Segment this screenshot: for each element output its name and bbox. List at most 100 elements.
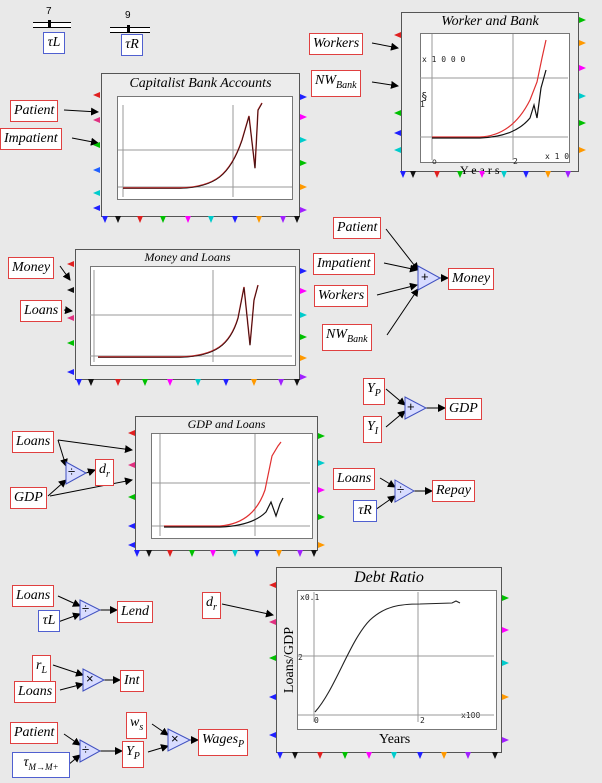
var-loans[interactable]: Loans <box>333 468 376 490</box>
var-yp-text: Y <box>126 744 134 759</box>
var-ws-sub: s <box>139 721 144 733</box>
var-wages-sub: P <box>238 738 245 750</box>
var-patient[interactable]: Patient <box>333 217 382 239</box>
var-impatient[interactable]: Impatient <box>0 128 62 150</box>
tick-label: 2 <box>513 157 518 166</box>
var-wages-text: Wages <box>202 732 239 747</box>
var-repay-output[interactable]: Repay <box>432 480 475 502</box>
plot-area <box>90 266 296 366</box>
capitalist-bank-plot[interactable]: Capitalist Bank Accounts <box>101 73 300 217</box>
param-tau-mm-text: τ <box>23 755 29 770</box>
param-tau-l[interactable]: τL <box>38 610 60 632</box>
var-dr-sub: r <box>106 468 110 480</box>
tau-l-param[interactable]: τL <box>43 32 65 54</box>
worker-bank-plot[interactable]: Worker and Bank <box>401 12 579 172</box>
y-multiplier: x0.1 <box>300 593 320 602</box>
var-patient[interactable]: Patient <box>10 100 59 122</box>
y-tick: 2 <box>298 653 303 662</box>
tau-r-param[interactable]: τR <box>121 34 143 56</box>
var-rl-sub: L <box>41 664 48 676</box>
var-yp-sub: P <box>374 387 381 399</box>
var-yp-text: Y <box>367 381 375 396</box>
var-yi-sub: I <box>374 425 379 437</box>
tick-label: x 1 0 <box>545 152 570 161</box>
plot-title: Capitalist Bank Accounts <box>129 76 272 91</box>
var-gdp[interactable]: GDP <box>10 487 47 509</box>
x-tick-two: 2 <box>420 716 425 725</box>
var-nw-bank[interactable]: NWBank <box>322 324 372 351</box>
plot-area <box>420 33 570 163</box>
tau-r-slider-value: 9 <box>125 10 131 21</box>
divide-operator[interactable]: ÷ <box>82 601 90 616</box>
tau-l-slider[interactable] <box>33 22 71 28</box>
tau-r-slider[interactable] <box>110 27 150 33</box>
tick-label: § <box>421 90 428 103</box>
plot-title: Debt Ratio <box>354 569 424 586</box>
tau-l-slider-thumb[interactable] <box>48 20 51 28</box>
tick-label: o <box>432 157 437 166</box>
param-tau-mm-sub: M→M+ <box>28 761 59 772</box>
var-dr-sub: r <box>213 601 217 613</box>
var-patient[interactable]: Patient <box>10 722 59 744</box>
var-dr-text: d <box>206 595 213 610</box>
var-int-output[interactable]: Int <box>120 670 144 692</box>
plot-title: Money and Loans <box>144 250 231 264</box>
tick-label: x 1 0 0 0 <box>422 55 466 64</box>
var-gdp-output[interactable]: GDP <box>445 398 482 420</box>
tick-label: 1 <box>420 100 425 109</box>
var-loans[interactable]: Loans <box>14 681 57 703</box>
var-nw-bank-text: NW <box>315 73 336 88</box>
plot-area <box>117 96 293 200</box>
multiply-operator[interactable]: × <box>171 731 179 746</box>
plot-title: Worker and Bank <box>441 14 539 29</box>
var-nw-bank-sub: Bank <box>336 79 357 91</box>
x-tick-zero: 0 <box>314 716 319 725</box>
var-workers[interactable]: Workers <box>309 33 364 55</box>
var-nw-bank[interactable]: NWBank <box>311 70 361 97</box>
var-money[interactable]: Money <box>8 257 55 279</box>
var-loans[interactable]: Loans <box>12 431 55 453</box>
sum-operator[interactable]: + <box>407 399 415 414</box>
divide-operator[interactable]: ÷ <box>82 742 90 757</box>
var-yp[interactable]: YP <box>122 741 144 768</box>
sum-operator[interactable]: + <box>421 269 429 284</box>
var-loans[interactable]: Loans <box>20 300 63 322</box>
tau-l-slider-value: 7 <box>46 6 52 17</box>
var-loans[interactable]: Loans <box>12 585 55 607</box>
param-tau-mm[interactable]: τM→M+ <box>12 752 70 778</box>
var-dr[interactable]: dr <box>202 592 221 619</box>
x-axis-label: Y e a r s <box>460 163 500 177</box>
var-impatient[interactable]: Impatient <box>313 253 375 275</box>
var-lend-output[interactable]: Lend <box>117 601 153 623</box>
var-dr[interactable]: dr <box>95 459 114 486</box>
plot-title: GDP and Loans <box>187 417 266 431</box>
var-yi-text: Y <box>367 419 375 434</box>
var-ws-text: w <box>130 715 140 730</box>
plot-area <box>297 590 497 730</box>
plot-area <box>151 433 313 539</box>
var-dr-text: d <box>99 462 106 477</box>
var-ws[interactable]: ws <box>126 712 148 739</box>
var-yi[interactable]: YI <box>363 416 383 443</box>
multiply-operator[interactable]: × <box>86 671 94 686</box>
var-money-output[interactable]: Money <box>448 268 495 290</box>
x-axis-label: Years <box>379 732 411 747</box>
var-workers[interactable]: Workers <box>314 285 369 307</box>
var-yp[interactable]: YP <box>363 378 385 405</box>
param-tau-r[interactable]: τR <box>353 500 377 522</box>
var-nw-bank-text: NW <box>326 327 347 342</box>
var-wages-output[interactable]: WagesP <box>198 729 249 756</box>
var-yp-sub: P <box>133 750 140 762</box>
divide-operator[interactable]: ÷ <box>397 482 405 497</box>
var-rl-text: r <box>36 658 42 673</box>
divide-operator[interactable]: ÷ <box>68 464 76 479</box>
tau-r-slider-thumb[interactable] <box>127 25 130 33</box>
